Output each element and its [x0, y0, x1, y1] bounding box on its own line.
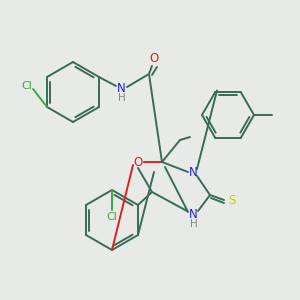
- Text: N: N: [189, 166, 197, 178]
- Text: S: S: [228, 194, 236, 206]
- Text: N: N: [117, 82, 125, 95]
- Text: H: H: [190, 219, 198, 229]
- Text: N: N: [189, 208, 197, 221]
- Text: Cl: Cl: [22, 81, 32, 91]
- Text: O: O: [134, 155, 142, 169]
- Text: H: H: [118, 93, 126, 103]
- Text: O: O: [149, 52, 159, 64]
- Text: Cl: Cl: [106, 212, 117, 222]
